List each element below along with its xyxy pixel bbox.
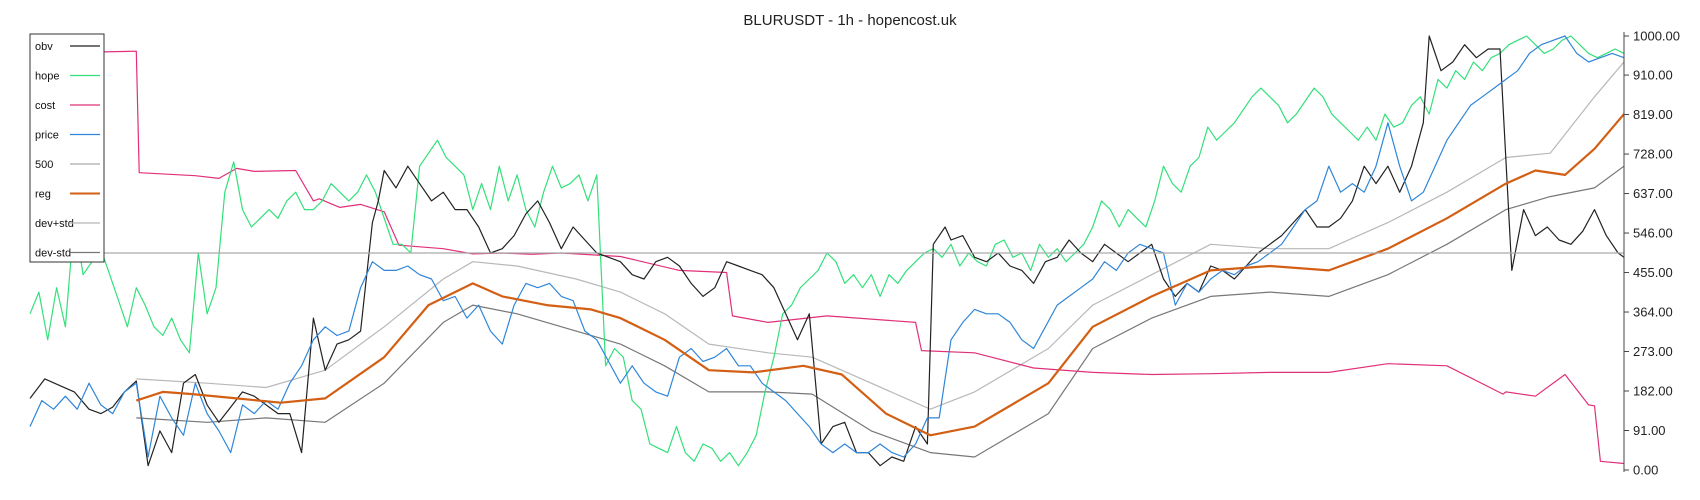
series-line-cost bbox=[29, 50, 1625, 465]
legend-label: price bbox=[35, 130, 59, 142]
series-line-obv bbox=[29, 35, 1625, 467]
y-axis-right: 0.00 91.00 182.00 273.00 364.00 455.00 546.00 6… bbox=[1623, 29, 1680, 478]
legend-item: hope bbox=[35, 71, 100, 83]
y-tick-label: 91.00 bbox=[1633, 423, 1666, 438]
series-line-devplusstd bbox=[136, 61, 1625, 410]
chart-title: BLURUSDT - 1h - hopencost.uk bbox=[743, 12, 957, 29]
legend: obv hope cost price 500 reg dev+std dev-std bbox=[29, 33, 105, 263]
legend-label: hope bbox=[35, 71, 59, 83]
y-tick-label: 182.00 bbox=[1633, 384, 1673, 399]
legend-item: reg bbox=[35, 189, 100, 201]
y-tick-label: 455.00 bbox=[1633, 265, 1673, 280]
legend-item: price bbox=[35, 130, 100, 142]
legend-label: obv bbox=[35, 41, 53, 53]
y-tick-label: 546.00 bbox=[1633, 226, 1673, 241]
series-line-reg bbox=[135, 113, 1625, 437]
legend-item: dev+std bbox=[35, 218, 100, 230]
legend-item: obv bbox=[35, 41, 100, 53]
y-tick-label: 1000.00 bbox=[1633, 29, 1680, 44]
series-line-devminusstd bbox=[136, 165, 1625, 458]
legend-box bbox=[29, 33, 105, 263]
legend-item: dev-std bbox=[35, 248, 100, 260]
legend-label: reg bbox=[35, 189, 51, 201]
plot-area bbox=[29, 35, 1625, 467]
y-tick-label: 364.00 bbox=[1633, 305, 1673, 320]
y-tick-label: 273.00 bbox=[1633, 344, 1673, 359]
legend-item: 500 bbox=[35, 159, 100, 171]
legend-label: cost bbox=[35, 100, 55, 112]
legend-label: dev+std bbox=[35, 218, 74, 230]
legend-label: dev-std bbox=[35, 248, 71, 260]
legend-item: cost bbox=[35, 100, 100, 112]
y-tick-label: 637.00 bbox=[1633, 186, 1673, 201]
y-tick-label: 910.00 bbox=[1633, 68, 1673, 83]
legend-label: 500 bbox=[35, 159, 53, 171]
y-tick-label: 819.00 bbox=[1633, 107, 1673, 122]
y-tick-label: 728.00 bbox=[1633, 147, 1673, 162]
y-tick-label: 0.00 bbox=[1633, 463, 1658, 478]
series-line-price bbox=[29, 35, 1625, 458]
